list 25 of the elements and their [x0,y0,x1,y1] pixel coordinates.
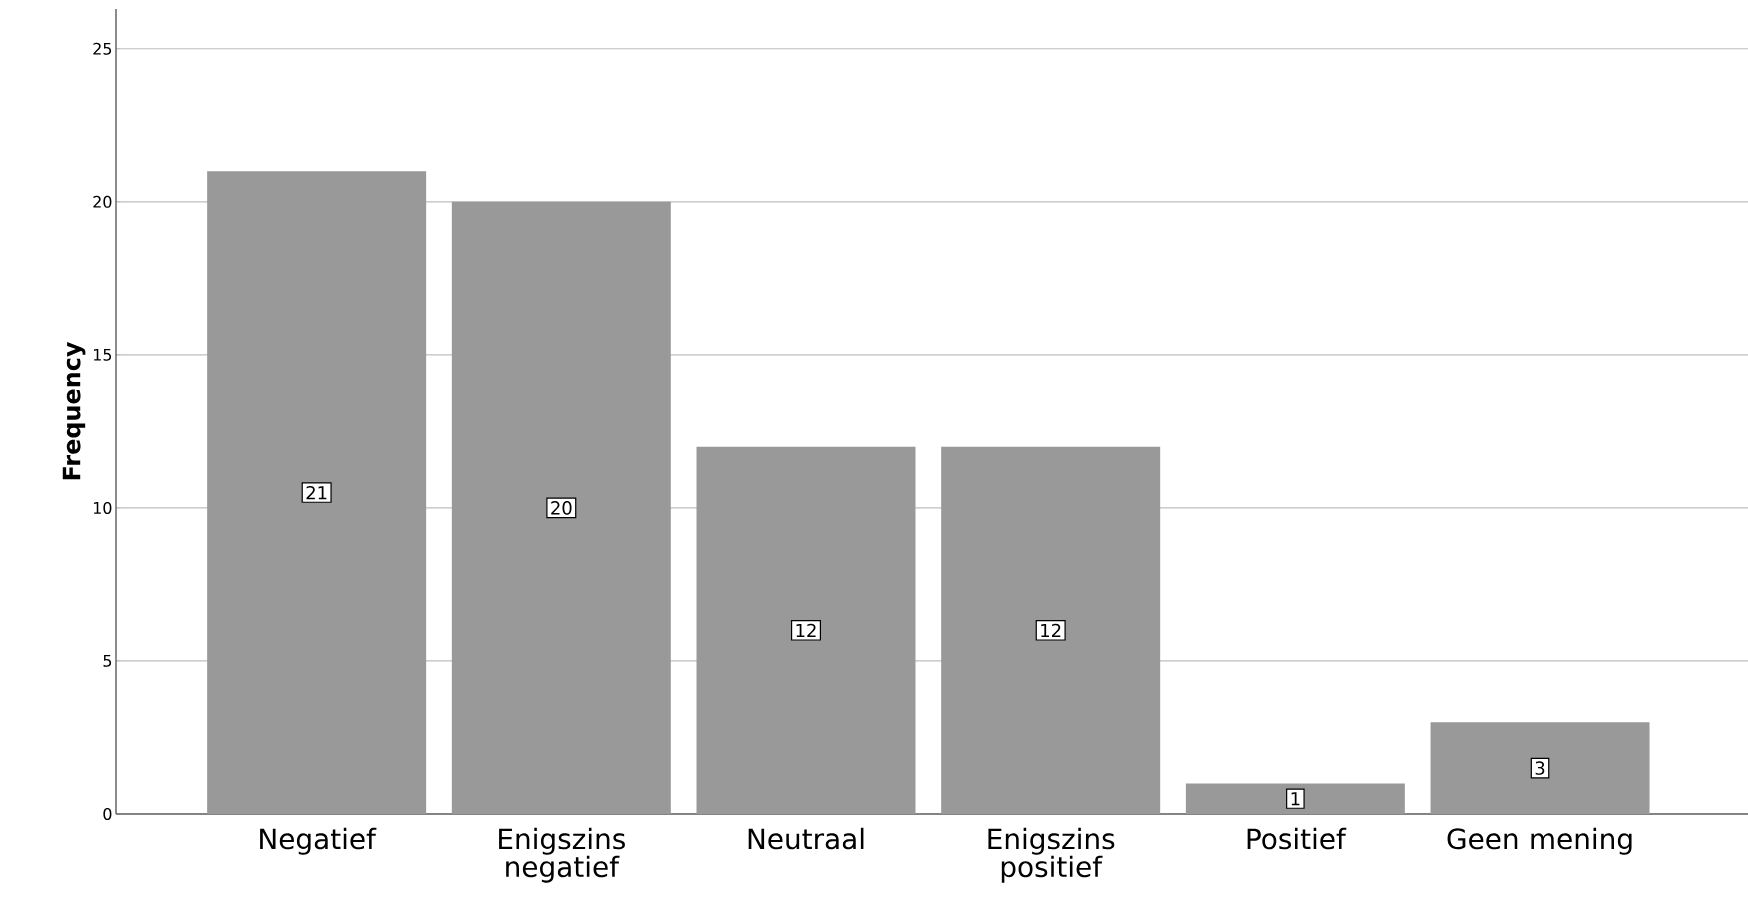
y-tick-label: 20 [93,195,112,208]
x-tick-label: Negatief [260,827,377,855]
bar [1430,722,1650,814]
data-label: 21 [306,485,327,500]
x-tick-label: Neutraal [748,827,864,850]
data-label: 3 [1535,761,1545,775]
y-tick-label: 0 [103,807,112,821]
x-tick-label: Enigszins positief [988,827,1115,883]
bar [941,446,1161,814]
x-tick-label: Positief [1247,827,1347,850]
y-axis-title: Frequency [62,341,86,480]
bar [696,446,916,814]
x-tick-label: Enigszins negatief [499,827,625,883]
y-tick-label: 15 [93,348,112,361]
data-label: 1 [1291,792,1300,806]
y-tick-label: 5 [103,655,112,667]
bar [207,171,427,814]
data-label: 12 [796,623,816,637]
y-tick-label: 25 [93,42,112,55]
bar [1185,783,1405,814]
x-tick-label: Geen mening [1447,827,1632,855]
bar [451,201,671,814]
data-label: 12 [1041,623,1061,637]
y-tick-label: 10 [93,501,112,514]
data-label: 20 [551,501,572,515]
